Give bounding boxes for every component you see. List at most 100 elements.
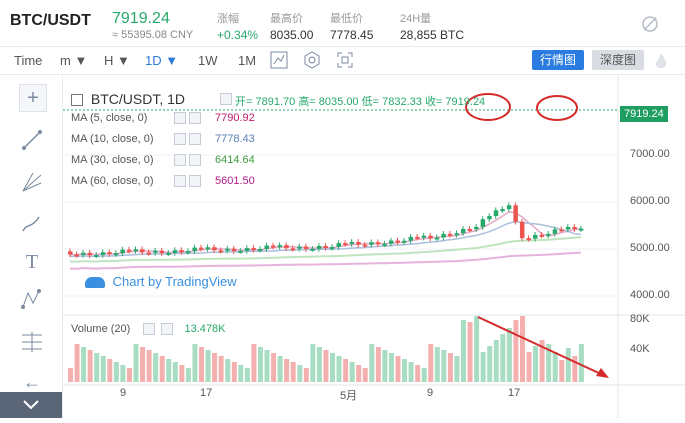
measure-icon[interactable]: [19, 329, 45, 355]
ma60-line: [69, 251, 581, 270]
arrow-left-icon[interactable]: ←: [23, 372, 41, 392]
interval-minutes-dropdown[interactable]: m ▼: [60, 53, 88, 68]
volume-bar: [159, 356, 165, 382]
ma-close-icon[interactable]: [189, 112, 201, 125]
volume-bar: [264, 350, 270, 382]
candle-body: [290, 248, 296, 251]
candle-body: [225, 248, 230, 251]
volume-24h-label: 24H量: [400, 13, 432, 25]
high-label: 最高价: [270, 13, 303, 25]
ma-close-icon[interactable]: [189, 133, 201, 146]
candle-body: [231, 248, 237, 252]
ma-settings-icon[interactable]: [174, 175, 186, 188]
volume-bar: [441, 350, 447, 382]
volume-bar: [578, 344, 584, 382]
chart-style-icon[interactable]: [270, 51, 288, 69]
candle-body: [474, 226, 479, 230]
interval-hours-dropdown[interactable]: H ▼: [104, 53, 130, 68]
chart-view-button[interactable]: 行情图: [532, 50, 585, 70]
volume-bar: [447, 353, 453, 382]
candle-body: [402, 240, 407, 243]
candle-body: [461, 228, 466, 234]
candle-body: [428, 235, 433, 239]
candle-body: [140, 249, 145, 253]
ma-settings-icon[interactable]: [174, 112, 186, 125]
candle-body: [81, 252, 86, 255]
candle-body: [199, 247, 204, 250]
volume-bar: [408, 362, 414, 382]
volume-bar: [271, 353, 277, 382]
settings-icon[interactable]: [303, 51, 321, 69]
volume-bar: [251, 344, 257, 382]
last-price: 7919.24: [112, 10, 170, 27]
ma-close-icon[interactable]: [189, 154, 201, 167]
volume-bar: [480, 352, 486, 382]
volume-close-icon[interactable]: [161, 323, 174, 336]
volume-bar: [113, 362, 119, 382]
interval-1w[interactable]: 1W: [198, 53, 218, 68]
x-tick-label: 9: [120, 387, 127, 399]
candle-body: [68, 251, 73, 255]
ma-close-icon[interactable]: [189, 175, 201, 188]
trend-line-icon[interactable]: [19, 127, 45, 153]
x-tick-label: 9: [427, 387, 434, 399]
candle-body: [303, 246, 309, 249]
volume-bar: [212, 353, 218, 382]
volume-bar: [343, 359, 349, 382]
fullscreen-icon[interactable]: [336, 51, 354, 69]
candle-body: [343, 243, 348, 246]
crosshair-icon[interactable]: +: [19, 84, 47, 112]
volume-settings-icon[interactable]: [143, 323, 156, 336]
tradingview-watermark[interactable]: Chart by TradingView: [85, 274, 237, 289]
ma-label: MA (10, close, 0): [71, 133, 154, 145]
volume-bar: [474, 316, 480, 382]
ma-legend-row: MA (10, close, 0) 7778.43: [71, 133, 255, 146]
volume-bar: [153, 353, 159, 382]
drawing-toolbar: + T ←: [0, 75, 63, 418]
volume-bar: [395, 356, 401, 382]
brush-icon[interactable]: [19, 211, 45, 237]
candle-body: [506, 205, 512, 210]
interval-1d-dropdown[interactable]: 1D ▼: [145, 53, 179, 68]
candle-body: [192, 247, 197, 252]
candle-body: [264, 245, 269, 249]
candle-body: [441, 233, 446, 238]
interval-1m[interactable]: 1M: [238, 53, 257, 68]
legend-settings-icon[interactable]: [220, 93, 232, 106]
candle-body: [513, 205, 518, 222]
price-chart[interactable]: BTC/USDT, 1D 开= 7891.70 高= 8035.00 低= 78…: [63, 75, 685, 418]
pair-title[interactable]: BTC/USDT: [10, 12, 91, 29]
candle-body: [552, 229, 558, 234]
candle-body: [323, 245, 328, 248]
volume-bar: [513, 320, 519, 382]
fib-fan-icon[interactable]: [19, 169, 45, 195]
ma-settings-icon[interactable]: [174, 154, 186, 167]
collapse-toolbar-button[interactable]: [0, 392, 62, 418]
hide-icon[interactable]: [640, 14, 660, 34]
volume-bar: [290, 362, 296, 382]
candle-body: [467, 228, 473, 231]
change-label: 涨幅: [217, 13, 239, 25]
volume-bar: [100, 356, 106, 382]
volume-24h-value: 28,855 BTC: [400, 28, 465, 42]
candle-body: [415, 236, 420, 239]
collapse-legend-icon[interactable]: [71, 94, 83, 107]
candle-body: [212, 247, 217, 251]
candle-body: [356, 241, 361, 245]
candle-body: [493, 210, 499, 217]
volume-bar: [140, 347, 146, 382]
chart-canvas[interactable]: [63, 75, 685, 418]
candle-body: [185, 251, 191, 254]
volume-bar: [238, 365, 244, 382]
text-tool-icon[interactable]: T: [25, 251, 39, 273]
depth-view-button[interactable]: 深度图: [592, 50, 645, 70]
volume-bar: [179, 365, 185, 382]
candle-body: [519, 221, 525, 239]
theme-flame-icon[interactable]: [654, 52, 668, 70]
candle-body: [382, 243, 387, 246]
volume-bar: [336, 356, 342, 382]
pattern-icon[interactable]: [19, 287, 45, 313]
volume-bar: [81, 347, 87, 382]
interval-time[interactable]: Time: [14, 53, 43, 68]
ma-settings-icon[interactable]: [174, 133, 186, 146]
